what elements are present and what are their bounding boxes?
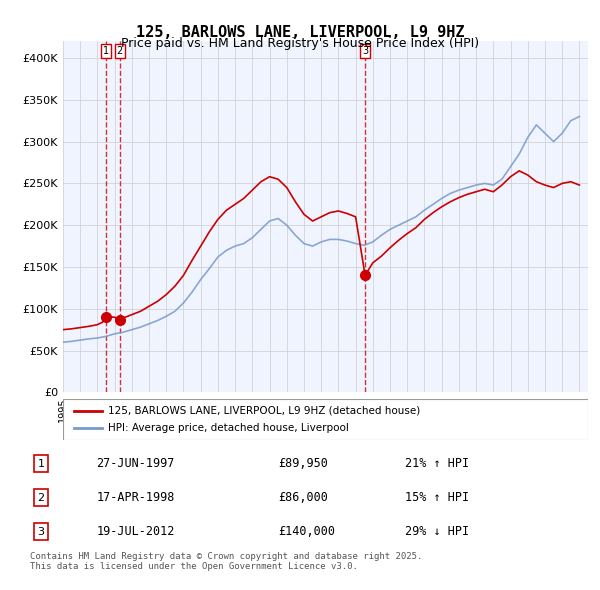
Text: £89,950: £89,950 xyxy=(278,457,328,470)
FancyBboxPatch shape xyxy=(63,399,588,440)
Text: 125, BARLOWS LANE, LIVERPOOL, L9 9HZ (detached house): 125, BARLOWS LANE, LIVERPOOL, L9 9HZ (de… xyxy=(107,406,420,416)
Text: Contains HM Land Registry data © Crown copyright and database right 2025.
This d: Contains HM Land Registry data © Crown c… xyxy=(30,552,422,571)
Text: £86,000: £86,000 xyxy=(278,491,328,504)
Text: 2: 2 xyxy=(37,493,44,503)
Text: 15% ↑ HPI: 15% ↑ HPI xyxy=(406,491,469,504)
Text: 3: 3 xyxy=(38,527,44,537)
Text: 1: 1 xyxy=(103,47,109,56)
Text: 27-JUN-1997: 27-JUN-1997 xyxy=(96,457,175,470)
Text: 2: 2 xyxy=(116,47,123,56)
Text: £140,000: £140,000 xyxy=(278,525,335,538)
Text: Price paid vs. HM Land Registry's House Price Index (HPI): Price paid vs. HM Land Registry's House … xyxy=(121,37,479,50)
Text: 29% ↓ HPI: 29% ↓ HPI xyxy=(406,525,469,538)
Text: 125, BARLOWS LANE, LIVERPOOL, L9 9HZ: 125, BARLOWS LANE, LIVERPOOL, L9 9HZ xyxy=(136,25,464,40)
Text: 21% ↑ HPI: 21% ↑ HPI xyxy=(406,457,469,470)
Text: 3: 3 xyxy=(362,47,368,56)
Text: 19-JUL-2012: 19-JUL-2012 xyxy=(96,525,175,538)
Text: HPI: Average price, detached house, Liverpool: HPI: Average price, detached house, Live… xyxy=(107,423,349,433)
Text: 1: 1 xyxy=(38,458,44,468)
Text: 17-APR-1998: 17-APR-1998 xyxy=(96,491,175,504)
